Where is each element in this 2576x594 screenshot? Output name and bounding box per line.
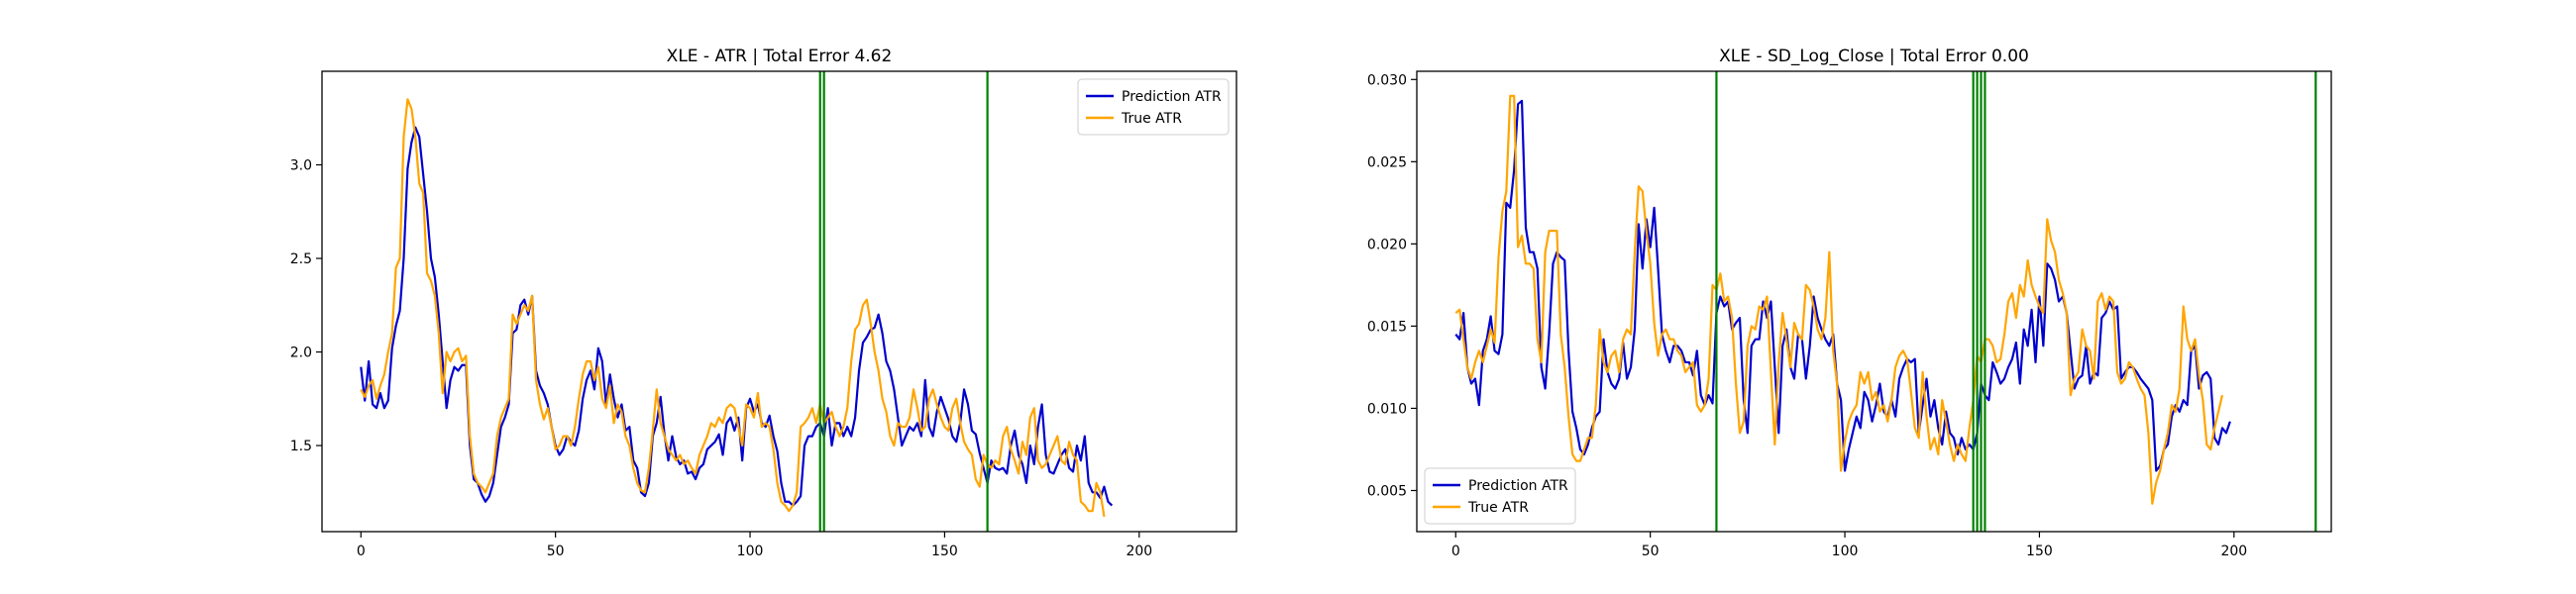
x-tick-label: 150	[2026, 544, 2053, 559]
y-tick-label: 1.5	[290, 439, 312, 454]
x-tick-label: 200	[1126, 544, 1152, 559]
y-tick-label: 2.0	[290, 346, 312, 361]
x-tick-label: 50	[1642, 544, 1660, 559]
x-tick-label: 0	[357, 544, 366, 559]
axes-frame	[1416, 70, 2332, 533]
plot-area	[360, 98, 1114, 518]
x-tick-label: 100	[737, 544, 764, 559]
series-line-prediction	[1454, 99, 2231, 472]
axes-frame	[321, 70, 1237, 533]
x-tick-label: 0	[1451, 544, 1460, 559]
y-tick-label: 0.015	[1367, 319, 1407, 335]
x-tick-label: 100	[1832, 544, 1859, 559]
y-tick-label: 0.025	[1367, 154, 1407, 170]
y-tick-label: 2.5	[290, 251, 312, 267]
legend-box	[1077, 78, 1230, 136]
y-tick-label: 0.030	[1367, 72, 1407, 88]
legend: Prediction ATR True ATR	[1424, 467, 1576, 525]
series-line-true	[360, 98, 1106, 518]
y-tick-label: 0.005	[1367, 483, 1407, 499]
legend-entry: Prediction ATR	[1122, 89, 1222, 105]
x-tick-label: 200	[2220, 544, 2247, 559]
series-line-true	[1454, 94, 2224, 505]
chart-title: XLE - ATR | Total Error 4.62	[667, 47, 893, 66]
legend-box	[1424, 467, 1576, 525]
legend-entry: True ATR	[1121, 111, 1182, 127]
x-tick-label: 50	[547, 544, 565, 559]
plot-area	[1454, 94, 2231, 505]
chart-panel-2: XLE - SD_Log_Close | Total Error 0.00 0 50…	[1367, 47, 2332, 559]
chart-panel-1: XLE - ATR | Total Error 4.62 0 50 100 150 200…	[290, 47, 1237, 559]
y-tick-label: 0.020	[1367, 237, 1407, 252]
y-tick-label: 3.0	[290, 158, 312, 174]
y-tick-label: 0.010	[1367, 401, 1407, 417]
legend: Prediction ATR True ATR	[1077, 78, 1230, 136]
x-tick-label: 150	[931, 544, 958, 559]
legend-entry: Prediction ATR	[1468, 478, 1568, 494]
chart-title: XLE - SD_Log_Close | Total Error 0.00	[1719, 47, 2029, 66]
series-line-prediction	[360, 126, 1114, 507]
legend-entry: True ATR	[1467, 500, 1529, 516]
